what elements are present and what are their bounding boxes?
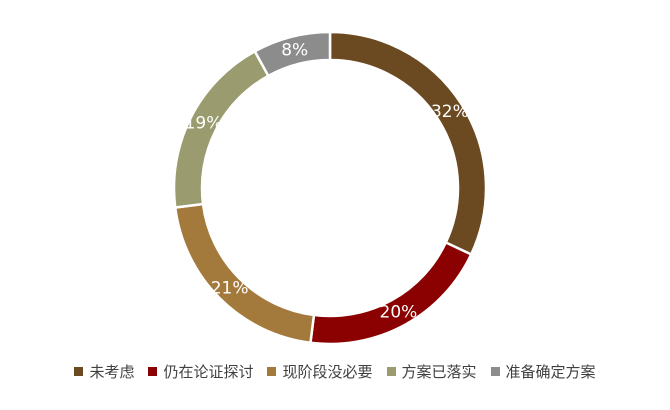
slice-1 — [328, 30, 488, 257]
slice-3 — [173, 202, 316, 345]
legend-item-1: 未考虑 — [74, 361, 134, 382]
legend-swatch-3 — [267, 366, 277, 376]
legend-item-2: 仍在论证探讨 — [148, 361, 253, 382]
slice-label-5: 8% — [281, 40, 308, 60]
slice-label-3: 21% — [211, 278, 249, 298]
slice-label-2: 20% — [380, 302, 418, 322]
legend-item-5: 准备确定方案 — [490, 361, 596, 382]
legend-label-4: 方案已落实 — [401, 362, 477, 381]
legend-swatch-1 — [74, 366, 84, 376]
legend-swatch-5 — [490, 366, 500, 376]
legend-label-2: 仍在论证探讨 — [163, 362, 254, 381]
legend-swatch-4 — [386, 366, 396, 376]
slice-label-4: 19% — [185, 114, 223, 134]
legend-item-4: 方案已落实 — [386, 361, 477, 382]
slice-label-1: 32% — [431, 102, 469, 122]
legend-label-1: 未考虑 — [89, 362, 135, 381]
slice-2 — [309, 240, 473, 346]
legend-swatch-2 — [148, 366, 158, 376]
legend-label-3: 现阶段没必要 — [282, 362, 373, 381]
legend-item-3: 现阶段没必要 — [267, 361, 373, 382]
legend-label-5: 准备确定方案 — [505, 362, 596, 381]
donut-chart: 32% 20% 21% 19% 8% — [172, 30, 488, 346]
slice-5 — [253, 30, 332, 78]
legend: 未考虑 仍在论证探讨 现阶段没必要 方案已落实 准备确定方案 — [0, 356, 670, 386]
